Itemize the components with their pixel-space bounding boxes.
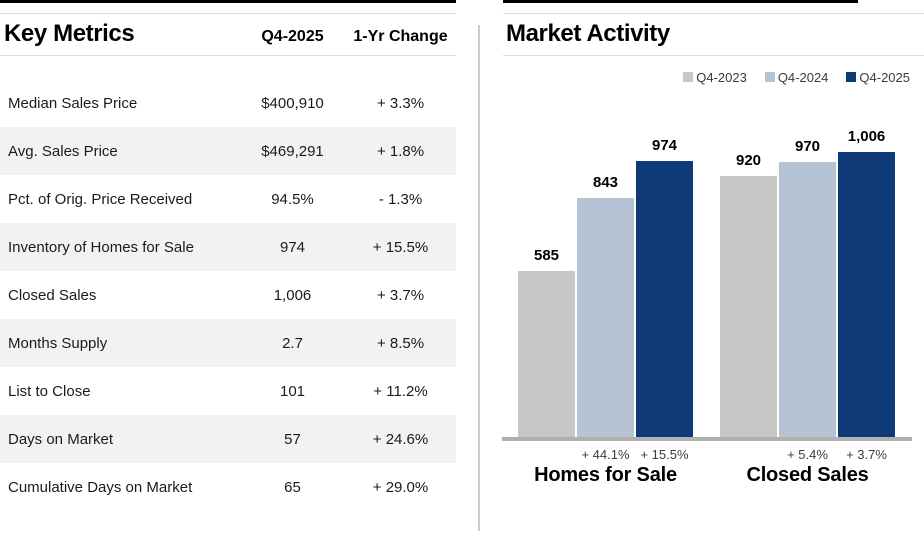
metric-value: 65: [284, 478, 301, 496]
table-row: Cumulative Days on Market 65 + 29.0%: [0, 463, 456, 511]
bar-q4-2023-homes-for-sale: 585: [518, 247, 575, 437]
bar-value-label: 970: [794, 138, 821, 155]
bar-chart-footer: + 44.1% + 15.5% Homes for Sale + 5.4% + 3.7%…: [502, 441, 924, 521]
bar-chart-plot: 585 843 974 920 970 1,006: [502, 128, 912, 437]
bar-value-label: 843: [592, 174, 619, 191]
pct-change-label-q4-2024-homes-for-sale: + 44.1%: [581, 447, 630, 462]
bar-value-label: 974: [651, 137, 678, 154]
table-row: List to Close 101 + 11.2%: [0, 367, 456, 415]
right-header-rule-top: [503, 13, 924, 14]
bar-group-homes-for-sale: 585 843 974: [518, 137, 693, 437]
metric-value: 94.5%: [271, 190, 314, 208]
bar-value-label: 585: [533, 247, 560, 264]
metric-change: + 24.6%: [372, 430, 429, 448]
metric-value: 101: [279, 382, 306, 400]
category-label-homes-for-sale: Homes for Sale: [534, 464, 677, 486]
metric-change: + 3.3%: [376, 94, 425, 112]
legend-swatch-q4-2025: [846, 72, 857, 82]
metrics-table: Median Sales Price $400,910 + 3.3% Avg. …: [0, 79, 456, 511]
metric-label: Avg. Sales Price: [8, 142, 118, 160]
legend-item-q4-2024: Q4-2024: [764, 69, 829, 85]
table-row: Pct. of Orig. Price Received 94.5% - 1.3…: [0, 175, 456, 223]
metric-change: + 15.5%: [372, 238, 429, 256]
pct-change-label-q4-2025-closed-sales: + 3.7%: [846, 447, 887, 462]
metric-change: + 29.0%: [372, 478, 429, 496]
bar-q4-2024-homes-for-sale: 843: [577, 174, 634, 437]
table-row: Days on Market 57 + 24.6%: [0, 415, 456, 463]
table-row: Inventory of Homes for Sale 974 + 15.5%: [0, 223, 456, 271]
legend-item-q4-2025: Q4-2025: [846, 70, 910, 85]
market-activity-panel: Market Activity Q4-2023 Q4-2024 Q4-2025 58…: [500, 0, 924, 521]
key-metrics-header-row: Key Metrics Q4-2025 1-Yr Change: [0, 14, 456, 55]
metric-value: $400,910: [261, 94, 324, 112]
bar-q4-2025-homes-for-sale: 974: [636, 137, 693, 437]
metric-label: Cumulative Days on Market: [8, 478, 193, 496]
metric-change: + 8.5%: [376, 334, 425, 352]
pct-change-label-q4-2024-closed-sales: + 5.4%: [787, 447, 828, 462]
key-metrics-panel: Key Metrics Q4-2025 1-Yr Change Median S…: [0, 0, 456, 511]
metric-label: Closed Sales: [8, 286, 97, 304]
metric-change: - 1.3%: [378, 190, 423, 208]
table-row: Closed Sales 1,006 + 3.7%: [0, 271, 456, 319]
bar-q4-2023-closed-sales: 920: [720, 152, 777, 437]
pct-change-label-q4-2025-homes-for-sale: + 15.5%: [640, 447, 689, 462]
chart-legend: Q4-2023 Q4-2024 Q4-2025: [500, 69, 924, 85]
legend-label: Q4-2024: [777, 69, 829, 85]
key-metrics-title: Key Metrics: [4, 20, 135, 47]
x-axis-line: [502, 437, 912, 441]
metric-label: Inventory of Homes for Sale: [8, 238, 194, 256]
left-header-rule-bottom: [0, 55, 456, 56]
metric-label: Median Sales Price: [8, 94, 138, 112]
bar-value-label: 920: [735, 152, 762, 169]
metric-value: 57: [284, 430, 301, 448]
table-row: Median Sales Price $400,910 + 3.3%: [0, 79, 456, 127]
legend-swatch-q4-2023: [683, 72, 694, 82]
bar-q4-2025-closed-sales: 1,006: [838, 128, 895, 437]
metric-label: Pct. of Orig. Price Received: [8, 190, 193, 208]
metric-label: Days on Market: [8, 430, 114, 448]
metric-value: 974: [279, 238, 306, 256]
metric-change: + 1.8%: [376, 142, 425, 160]
left-panel-top-border: [0, 0, 456, 3]
bar-group-closed-sales: 920 970 1,006: [720, 128, 895, 437]
left-header-rule-top: [0, 13, 456, 14]
legend-swatch-q4-2024: [764, 72, 775, 82]
legend-label: Q4-2023: [696, 69, 747, 85]
category-label-closed-sales: Closed Sales: [746, 464, 869, 486]
metric-label: Months Supply: [8, 334, 108, 352]
panel-divider: [478, 25, 480, 531]
right-header-rule-bottom: [503, 55, 924, 56]
column-header-change: 1-Yr Change: [353, 28, 448, 45]
metric-value: $469,291: [261, 142, 324, 160]
metric-label: List to Close: [8, 382, 91, 400]
market-activity-header-row: Market Activity: [500, 14, 924, 55]
metric-value: 2.7: [282, 334, 303, 352]
table-row: Avg. Sales Price $469,291 + 1.8%: [0, 127, 456, 175]
column-header-quarter: Q4-2025: [261, 28, 324, 45]
table-row: Months Supply 2.7 + 8.5%: [0, 319, 456, 367]
metric-change: + 11.2%: [373, 382, 428, 400]
metric-change: + 3.7%: [376, 286, 425, 304]
bar-q4-2024-closed-sales: 970: [779, 138, 836, 437]
right-panel-top-border: [503, 0, 858, 3]
legend-label: Q4-2025: [859, 69, 910, 85]
legend-item-q4-2023: Q4-2023: [683, 70, 747, 85]
bar-value-label: 1,006: [847, 128, 886, 145]
market-activity-title: Market Activity: [506, 20, 670, 47]
metric-value: 1,006: [273, 286, 312, 304]
